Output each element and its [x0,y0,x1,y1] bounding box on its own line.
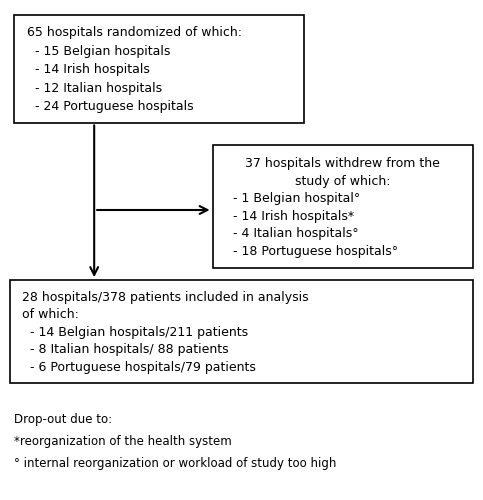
FancyBboxPatch shape [213,145,473,268]
FancyBboxPatch shape [10,280,473,382]
Text: - 4 Italian hospitals°: - 4 Italian hospitals° [225,228,358,240]
Text: - 14 Belgian hospitals/211 patients: - 14 Belgian hospitals/211 patients [22,326,248,339]
Text: 65 hospitals randomized of which:: 65 hospitals randomized of which: [27,26,242,40]
Text: - 18 Portuguese hospitals°: - 18 Portuguese hospitals° [225,245,398,258]
Text: - 14 Irish hospitals*: - 14 Irish hospitals* [225,210,354,223]
FancyBboxPatch shape [14,15,304,122]
Text: ° internal reorganization or workload of study too high: ° internal reorganization or workload of… [14,458,337,470]
Text: - 8 Italian hospitals/ 88 patients: - 8 Italian hospitals/ 88 patients [22,344,228,356]
Text: - 24 Portuguese hospitals: - 24 Portuguese hospitals [27,100,193,114]
Text: - 15 Belgian hospitals: - 15 Belgian hospitals [27,45,170,58]
Text: 37 hospitals withdrew from the: 37 hospitals withdrew from the [245,157,440,170]
Text: of which:: of which: [22,308,79,321]
Text: - 14 Irish hospitals: - 14 Irish hospitals [27,64,149,76]
Text: study of which:: study of which: [295,174,391,188]
Text: - 1 Belgian hospital°: - 1 Belgian hospital° [225,192,360,205]
Text: - 6 Portuguese hospitals/79 patients: - 6 Portuguese hospitals/79 patients [22,361,256,374]
Text: 28 hospitals/378 patients included in analysis: 28 hospitals/378 patients included in an… [22,290,308,304]
Text: *reorganization of the health system: *reorganization of the health system [14,435,232,448]
Text: - 12 Italian hospitals: - 12 Italian hospitals [27,82,162,95]
Text: Drop-out due to:: Drop-out due to: [14,412,113,426]
